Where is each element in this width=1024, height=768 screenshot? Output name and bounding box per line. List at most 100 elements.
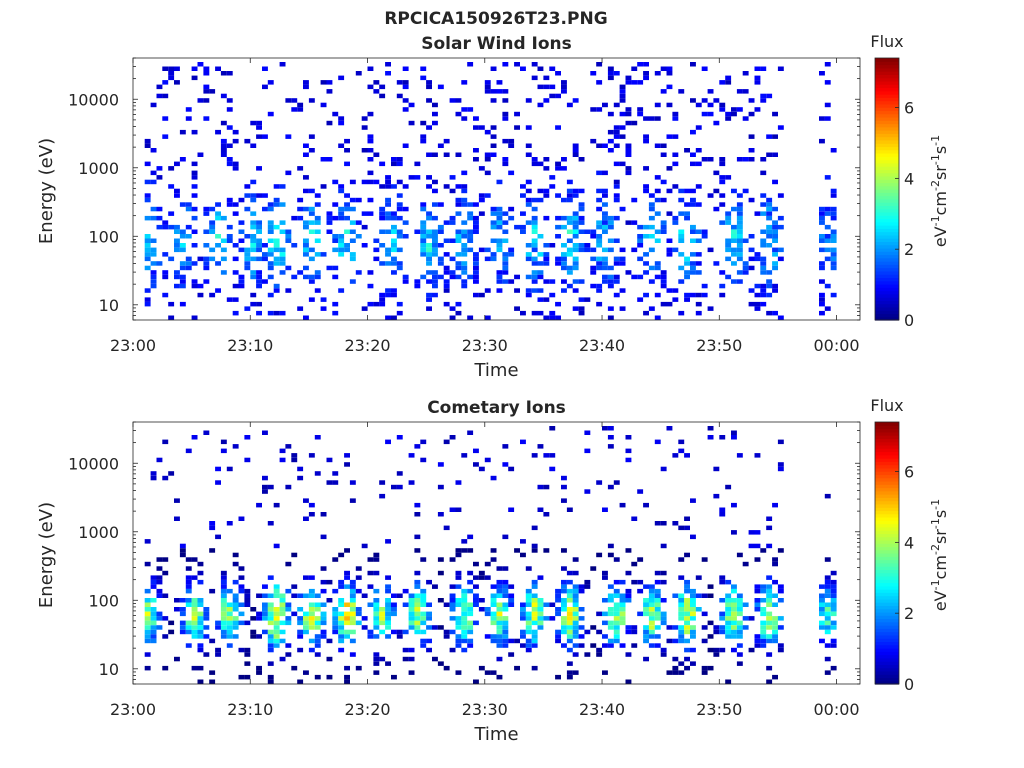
spectrogram-cell: [707, 111, 714, 117]
spectrogram-cell: [238, 647, 245, 653]
spectrogram-cell: [666, 66, 673, 71]
spectrogram-cell: [373, 602, 380, 607]
spectrogram-cell: [707, 435, 714, 440]
spectrogram-cell: [537, 297, 544, 302]
spectrogram-cell: [455, 620, 462, 626]
spectrogram-cell: [537, 598, 544, 603]
spectrogram-cell: [215, 620, 221, 626]
spectrogram-cell: [232, 202, 239, 207]
spectrogram-cell: [344, 193, 350, 198]
spectrogram-cell: [502, 220, 509, 225]
spectrogram-cell: [291, 107, 298, 112]
spectrogram-cell: [285, 98, 292, 103]
spectrogram-cell: [344, 634, 350, 639]
spectrogram-cell: [561, 89, 567, 94]
spectrogram-cell: [273, 593, 280, 598]
spectrogram-cell: [496, 238, 503, 243]
spectrogram-cell: [209, 679, 216, 684]
spectrogram-cell: [525, 125, 532, 130]
spectrogram-cell: [690, 238, 696, 243]
spectrogram-cell: [772, 220, 778, 225]
spectrogram-cell: [695, 102, 702, 108]
spectrogram-cell: [396, 234, 403, 239]
spectrogram-cell: [690, 202, 696, 207]
spectrogram-cell: [584, 579, 591, 585]
spectrogram-cell: [748, 265, 755, 271]
spectrogram-cell: [285, 616, 292, 621]
spectrogram-cell: [525, 616, 532, 621]
spectrogram-cell: [326, 220, 333, 225]
spectrogram-cell: [531, 288, 538, 293]
spectrogram-cell: [426, 243, 432, 248]
spectrogram-cell: [443, 629, 450, 635]
spectrogram-cell: [203, 256, 210, 262]
colorbar-swatch: [875, 464, 899, 469]
spectrogram-cell: [461, 116, 468, 121]
spectrogram-cell: [742, 238, 749, 243]
colorbar-swatch: [875, 77, 899, 82]
spectrogram-cell: [561, 84, 567, 90]
spectrogram-cell: [490, 475, 497, 481]
spectrogram-cell: [402, 279, 409, 284]
spectrogram-cell: [625, 588, 632, 594]
spectrogram-cell: [185, 566, 192, 571]
spectrogram-cell: [426, 98, 432, 103]
spectrogram-cell: [713, 188, 720, 194]
spectrogram-cell: [273, 283, 280, 289]
spectrogram-cell: [637, 234, 644, 239]
spectrogram-cell: [584, 652, 591, 657]
spectrogram-cell: [824, 629, 831, 635]
spectrogram-cell: [596, 188, 603, 194]
spectrogram-cell: [561, 224, 567, 230]
spectrogram-cell: [660, 611, 667, 617]
spectrogram-cell: [566, 252, 573, 257]
spectrogram-cell: [432, 111, 438, 117]
spectrogram-cell: [443, 184, 450, 189]
spectrogram-cell: [473, 252, 479, 257]
spectrogram-cell: [338, 552, 345, 558]
spectrogram-cell: [549, 315, 556, 320]
spectrogram-cell: [391, 224, 397, 230]
spectrogram-cell: [373, 179, 380, 185]
spectrogram-cell: [396, 206, 403, 212]
colorbar-swatch: [875, 218, 899, 223]
colorbar-swatch: [875, 422, 899, 426]
spectrogram-cell: [420, 224, 427, 230]
spectrogram-cell: [203, 634, 210, 639]
spectrogram-cell: [719, 629, 726, 635]
spectrogram-cell: [549, 184, 556, 189]
spectrogram-cell: [496, 593, 503, 598]
spectrogram-cell: [168, 315, 175, 320]
spectrogram-cell: [414, 602, 421, 607]
spectrogram-cell: [449, 306, 456, 311]
spectrogram-cell: [473, 292, 479, 298]
colorbar-swatch: [875, 471, 899, 476]
spectrogram-cell: [326, 656, 333, 662]
spectrogram-cell: [625, 143, 632, 148]
spectrogram-cell: [332, 557, 339, 562]
spectrogram-cell: [267, 629, 274, 635]
spectrogram-cell: [226, 607, 233, 612]
spectrogram-cell: [514, 111, 520, 117]
spectrogram-cell: [742, 157, 749, 162]
spectrogram-cell: [191, 75, 198, 81]
spectrogram-cell: [256, 502, 262, 508]
spectrogram-cell: [766, 611, 773, 617]
spectrogram-cell: [367, 301, 374, 307]
spectrogram-cell: [777, 584, 784, 589]
spectrogram-cell: [215, 261, 221, 266]
spectrogram-cell: [426, 261, 432, 266]
spectrogram-cell: [760, 229, 767, 234]
spectrogram-cell: [684, 202, 690, 207]
spectrogram-cell: [607, 129, 614, 135]
spectrogram-cell: [414, 620, 421, 626]
spectrogram-cell: [520, 439, 526, 445]
spectrogram-cell: [490, 220, 497, 225]
colorbar-swatch: [875, 546, 899, 551]
spectrogram-cell: [437, 512, 444, 517]
spectrogram-cell: [684, 647, 690, 653]
spectrogram-cell: [256, 283, 262, 289]
spectrogram-cell: [144, 638, 151, 644]
spectrogram-cell: [777, 193, 784, 198]
spectrogram-cell: [308, 502, 315, 508]
